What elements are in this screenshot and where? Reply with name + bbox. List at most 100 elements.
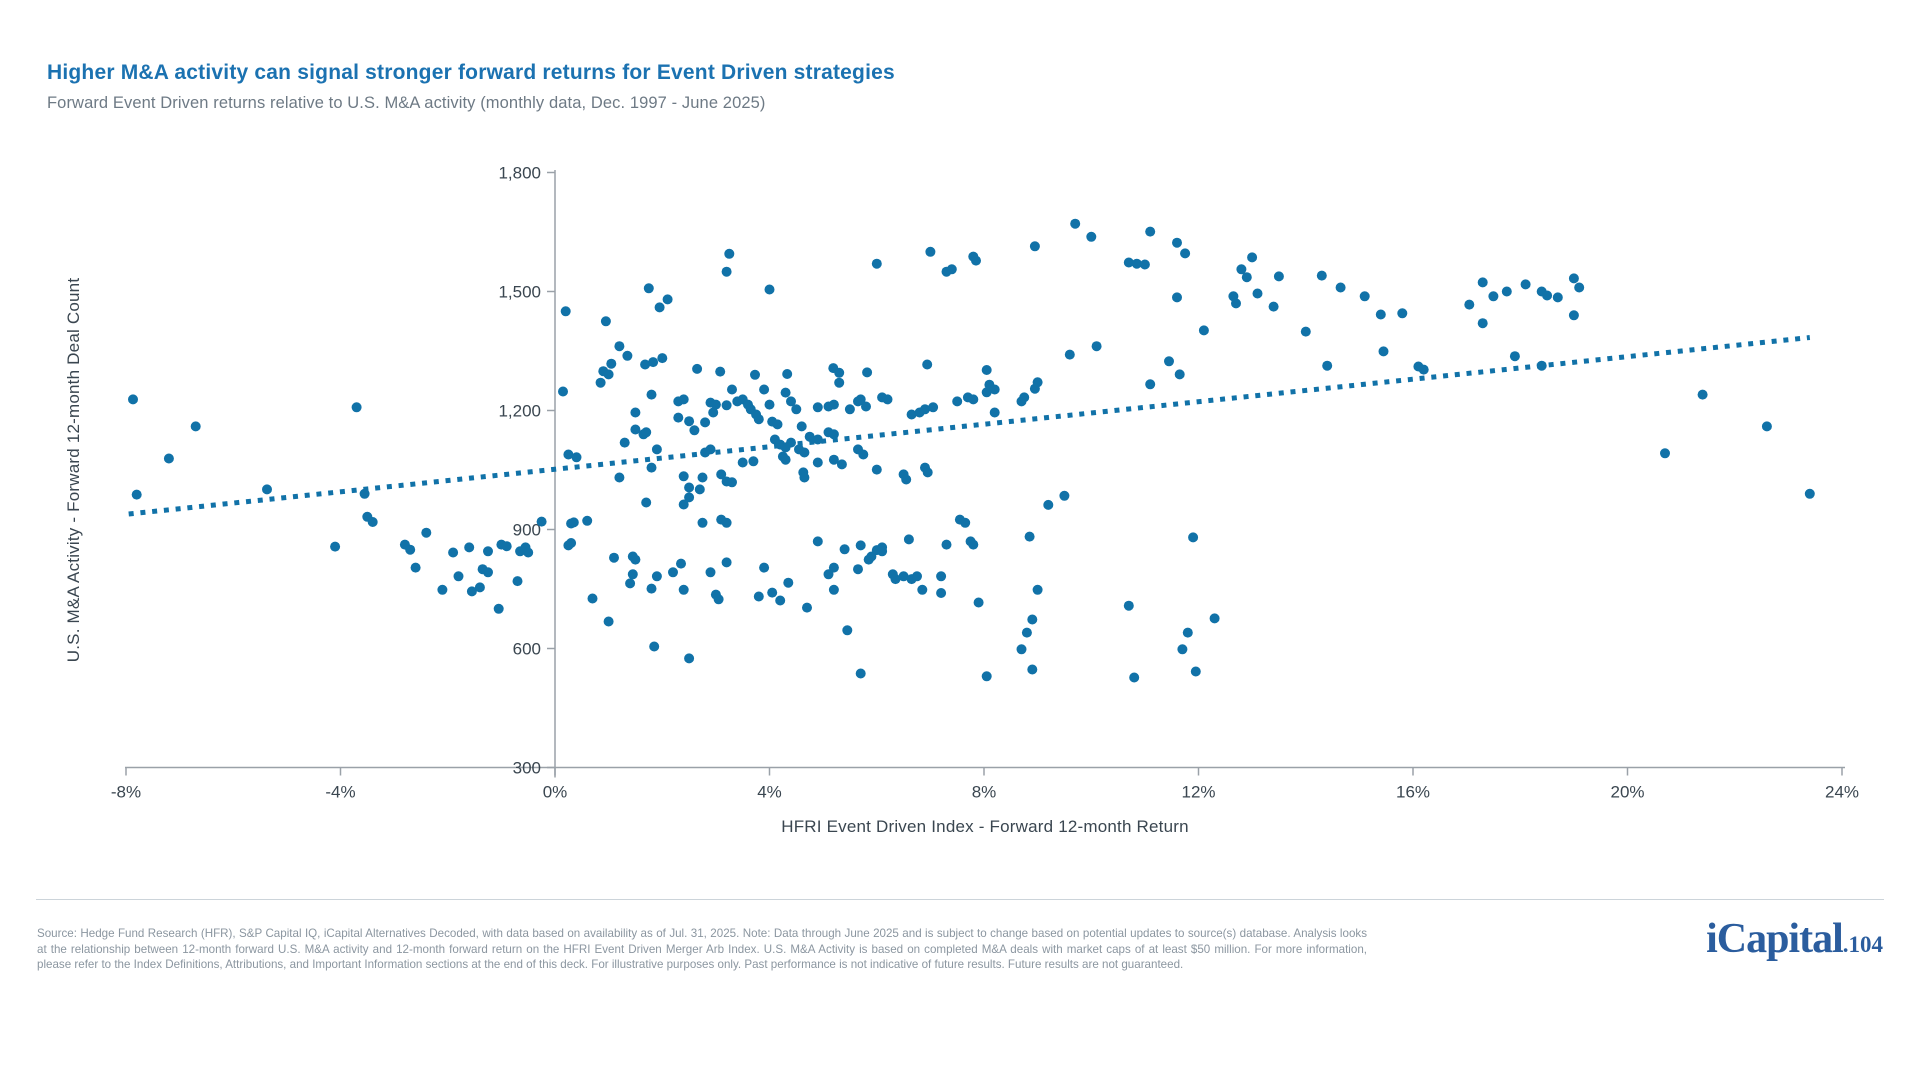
- trend-line: [128, 335, 1811, 517]
- scatter-point: [1209, 613, 1220, 624]
- scatter-point: [780, 387, 791, 398]
- scatter-point: [630, 554, 641, 565]
- scatter-point: [1198, 325, 1209, 336]
- scatter-point: [1804, 488, 1815, 499]
- scatter-point: [783, 577, 794, 588]
- scatter-point: [1019, 392, 1030, 403]
- scatter-point: [421, 527, 432, 538]
- page-subtitle: Forward Event Driven returns relative to…: [47, 94, 766, 112]
- scatter-point: [839, 544, 850, 555]
- scatter-point: [828, 399, 839, 410]
- scatter-point: [799, 447, 810, 458]
- scatter-point: [1697, 389, 1708, 400]
- scatter-point: [437, 584, 448, 595]
- scatter-point: [678, 584, 689, 595]
- scatter-point: [651, 444, 662, 455]
- scatter-point: [1180, 248, 1191, 259]
- scatter-point: [657, 353, 668, 364]
- scatter-point: [684, 416, 695, 427]
- scatter-point: [971, 255, 981, 266]
- scatter-point: [1129, 672, 1140, 683]
- scatter-point: [648, 357, 659, 368]
- scatter-point: [710, 399, 721, 410]
- scatter-point: [721, 266, 732, 277]
- scatter-point: [1021, 627, 1032, 638]
- scatter-point: [920, 404, 930, 415]
- scatter-point: [483, 567, 493, 578]
- scatter-point: [614, 472, 625, 483]
- scatter-point: [630, 407, 641, 418]
- scatter-point: [1177, 644, 1188, 655]
- scatter-point: [1660, 448, 1670, 459]
- x-tick-label: 12%: [1181, 783, 1215, 802]
- scatter-point: [804, 431, 815, 442]
- scatter-point: [1464, 299, 1475, 310]
- scatter-point: [367, 517, 378, 527]
- scatter-point: [568, 517, 579, 528]
- scatter-point: [780, 454, 791, 465]
- scatter-point: [1761, 421, 1772, 432]
- x-tick-label: 8%: [972, 783, 997, 802]
- scatter-point: [1268, 301, 1279, 312]
- scatter-point: [646, 462, 657, 473]
- scatter-point: [606, 358, 617, 369]
- scatter-point: [448, 547, 459, 558]
- scatter-point: [1247, 252, 1258, 263]
- scatter-point: [1123, 600, 1134, 611]
- scatter-point: [1139, 259, 1150, 270]
- y-tick-label: 300: [513, 759, 541, 778]
- scatter-point: [501, 541, 512, 552]
- scatter-point: [853, 564, 863, 575]
- y-tick-label: 1,500: [498, 283, 541, 302]
- scatter-point: [989, 407, 1000, 418]
- scatter-point: [453, 571, 464, 582]
- scatter-point: [128, 394, 138, 405]
- scatter-point: [558, 386, 568, 397]
- scatter-point: [724, 248, 735, 259]
- scatter-point: [595, 377, 606, 388]
- scatter-point: [834, 367, 845, 378]
- scatter-point: [523, 547, 534, 558]
- scatter-point: [587, 593, 598, 604]
- scatter-point: [1172, 237, 1182, 248]
- scatter-point: [1552, 292, 1563, 303]
- scatter-point: [855, 668, 866, 679]
- scatter-point: [713, 594, 724, 605]
- scatter-point: [1397, 308, 1408, 319]
- scatter-point: [627, 569, 638, 580]
- scatter-point: [466, 586, 477, 597]
- scatter-point: [697, 472, 708, 483]
- scatter-point: [834, 377, 845, 388]
- scatter-point: [582, 515, 593, 526]
- scatter-point: [1027, 664, 1038, 675]
- scatter-point: [981, 365, 992, 375]
- scatter-point: [1145, 226, 1156, 237]
- scatter-point: [1488, 291, 1499, 302]
- scatter-point: [1029, 241, 1040, 252]
- scatter-point: [708, 407, 719, 418]
- scatter-point: [912, 571, 922, 582]
- scatter-point: [836, 459, 847, 470]
- x-axis-title: HFRI Event Driven Index - Forward 12-mon…: [781, 817, 1189, 836]
- scatter-point: [619, 437, 630, 448]
- scatter-point: [1322, 360, 1333, 371]
- scatter-point: [917, 584, 928, 595]
- scatter-point: [922, 359, 933, 370]
- scatter-point: [1236, 264, 1247, 275]
- scatter-point: [786, 396, 796, 407]
- scatter-point: [673, 412, 684, 423]
- scatter-point: [190, 421, 201, 432]
- scatter-point: [1477, 277, 1488, 288]
- scatter-point: [877, 546, 888, 557]
- scatter-point: [903, 534, 914, 545]
- scatter-point: [1174, 369, 1185, 380]
- scatter-point: [960, 517, 971, 528]
- scatter-point: [716, 469, 727, 480]
- scatter-point: [721, 400, 732, 411]
- scatter-point: [694, 484, 705, 495]
- scatter-point: [791, 404, 802, 415]
- scatter-point: [928, 402, 939, 413]
- scatter-point: [1316, 270, 1327, 281]
- scatter-point: [1335, 282, 1346, 293]
- scatter-point: [1032, 584, 1043, 595]
